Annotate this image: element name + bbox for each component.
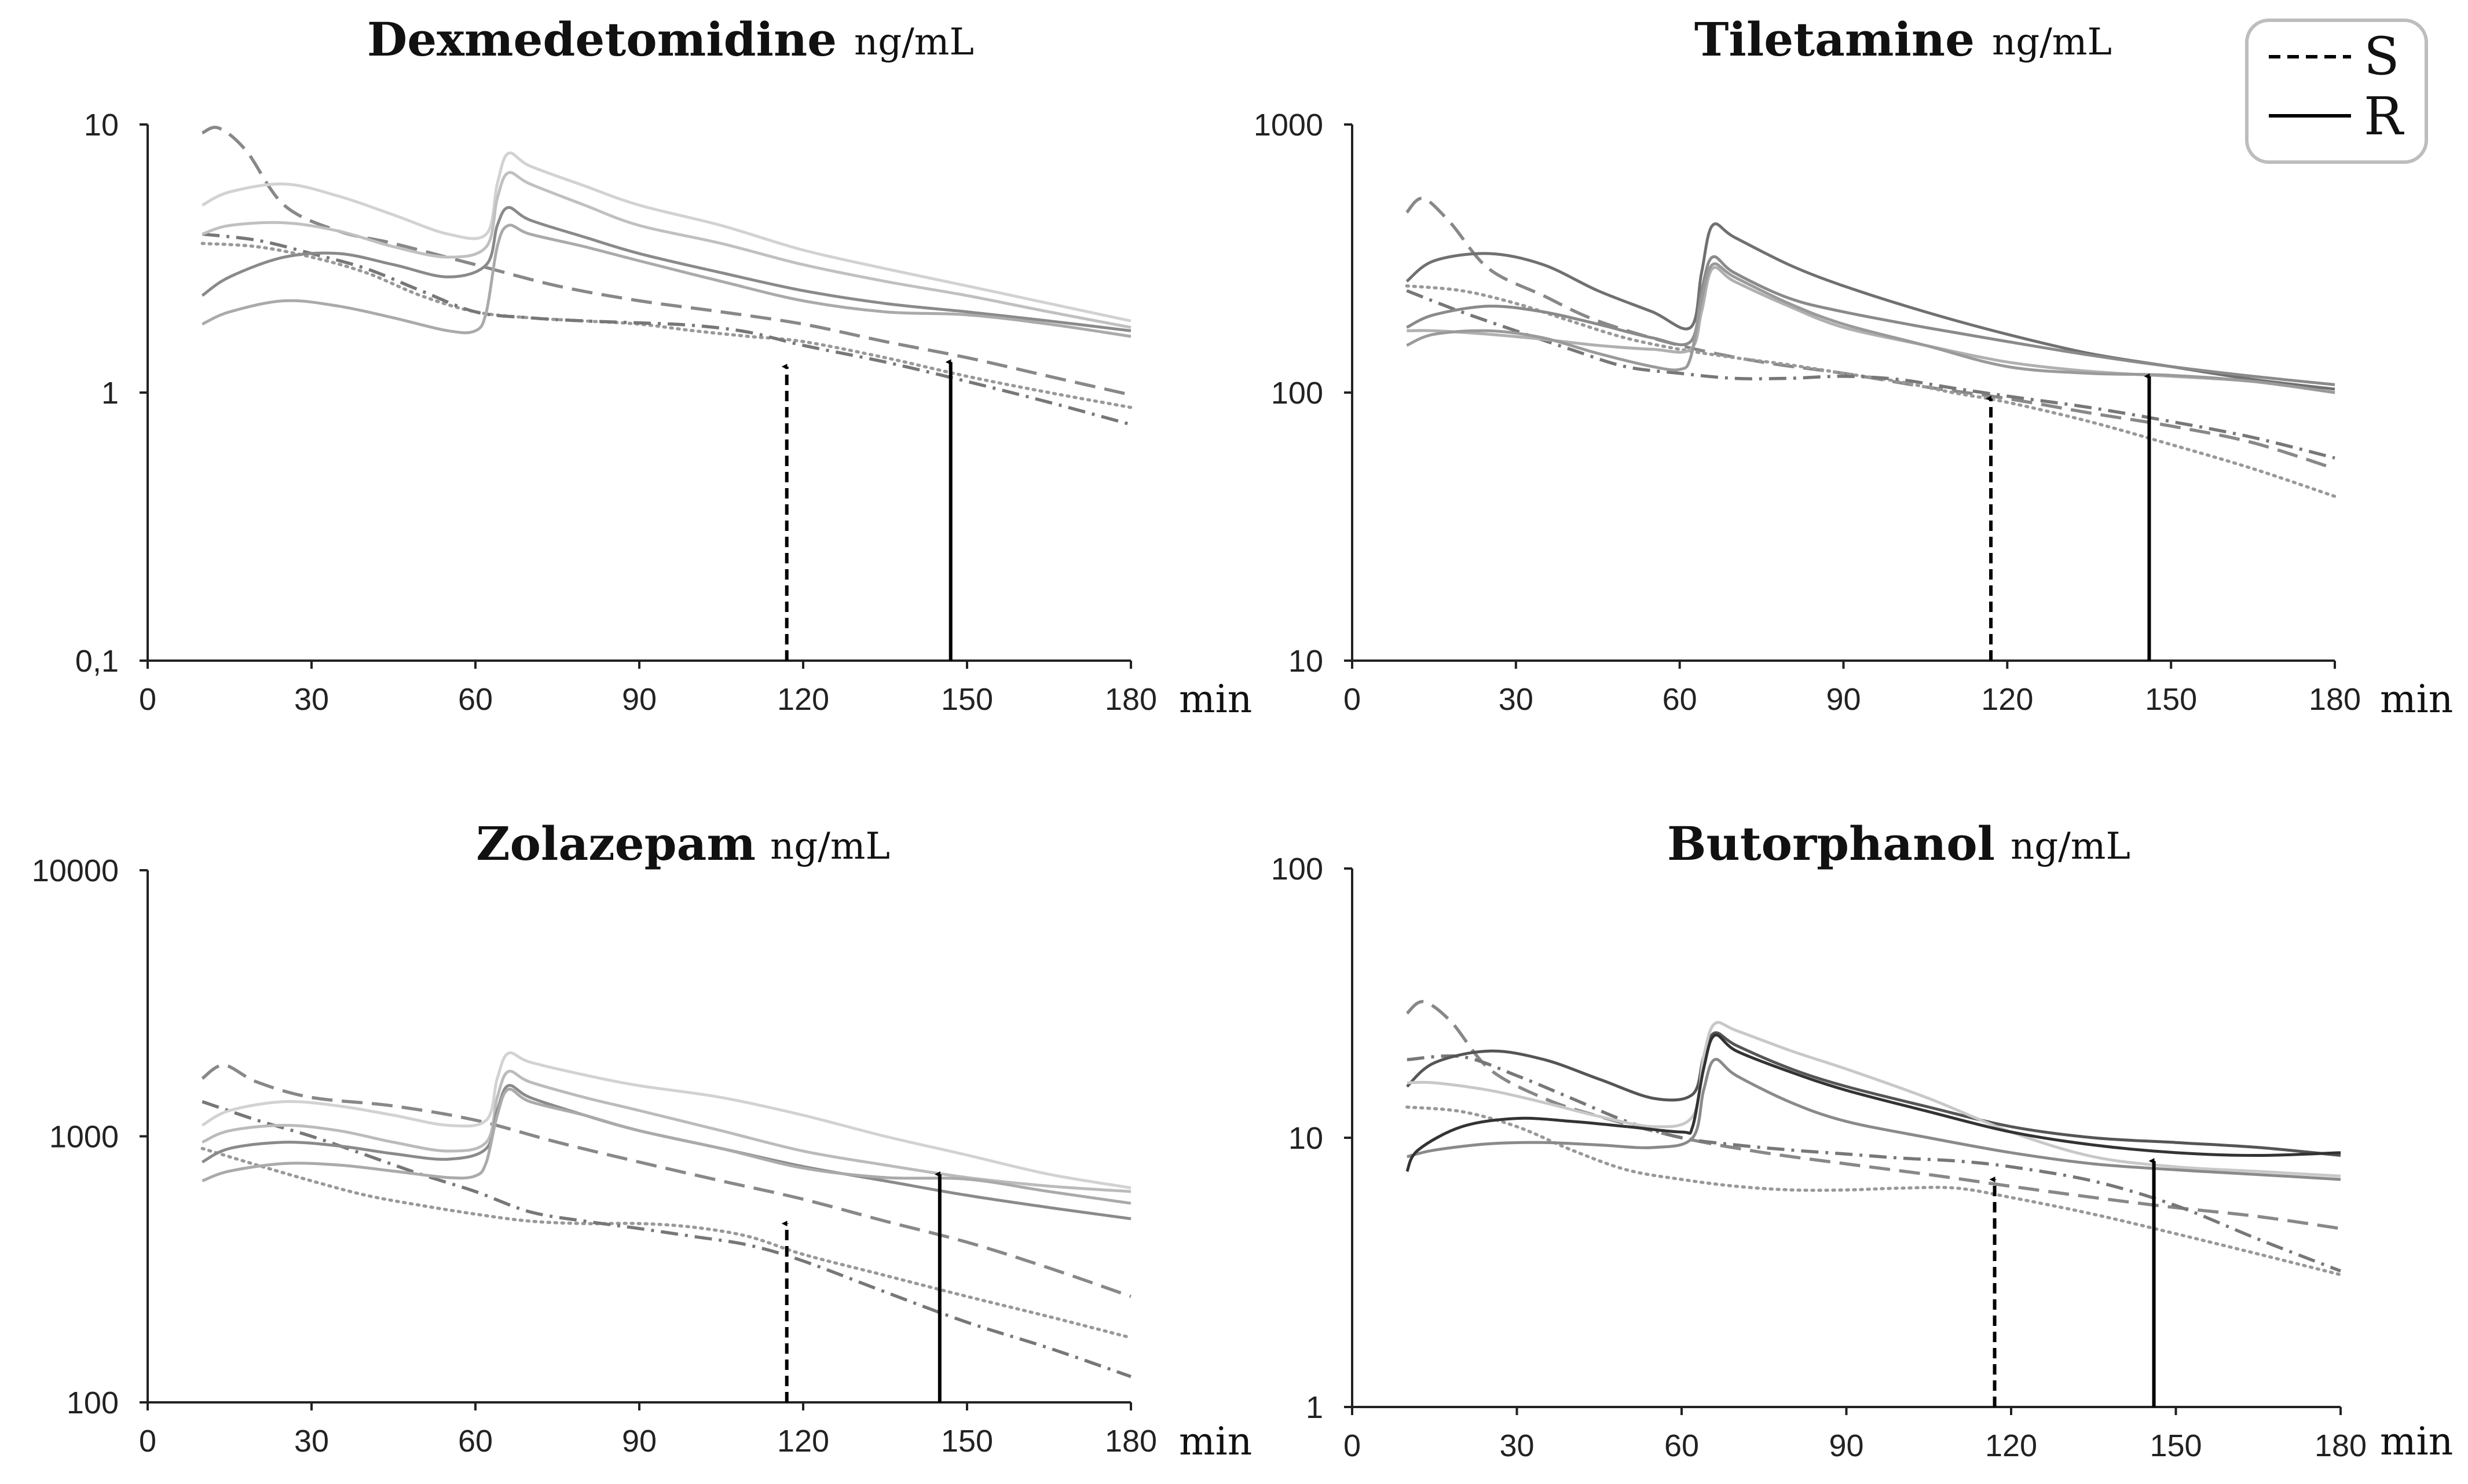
x-tick-label: 90	[622, 1424, 657, 1459]
x-tick-label: 150	[941, 1424, 993, 1459]
series-line-s1	[202, 126, 1132, 397]
y-tick-label: 0,1	[75, 644, 119, 679]
series-line-r4	[1405, 1033, 2341, 1172]
y-tick-label: 100	[67, 1386, 119, 1420]
legend-label-r: R	[2364, 86, 2404, 147]
y-tick-label: 100	[1271, 376, 1323, 411]
series-line-s3	[202, 232, 1132, 426]
series-line-s3	[1407, 1054, 2341, 1273]
plot-area: 0,1 1 10 0 30 60 90 120 150 180	[75, 108, 1157, 717]
x-tick-label: 60	[1664, 1428, 1699, 1463]
series-line-r1	[1406, 1031, 2341, 1157]
series-line-r4	[202, 1087, 1132, 1205]
series-line-s1	[1405, 1000, 2341, 1230]
x-tick-label: 60	[1663, 682, 1697, 717]
y-tick-label: 1	[1306, 1390, 1323, 1425]
chart-unit: ng/mL	[2011, 825, 2130, 868]
legend: S R	[2245, 19, 2428, 164]
plot-area: 1 10 100 0 30 60 90 120 150 180	[1271, 852, 2367, 1463]
series-line-r1	[1405, 222, 2335, 391]
series-line-s2	[1405, 1105, 2342, 1277]
series-line-r3	[201, 206, 1132, 332]
x-tick-label: 90	[1826, 682, 1861, 717]
x-tick-label: 180	[2309, 682, 2361, 717]
x-tick-label: 150	[2145, 682, 2197, 717]
x-tick-label: 30	[294, 1424, 329, 1459]
x-tick-label: 180	[2315, 1428, 2367, 1463]
series-line-s1	[201, 1063, 1132, 1298]
series-line-r4	[1406, 262, 2335, 394]
x-axis-unit: min	[1179, 677, 1252, 721]
chart-unit: ng/mL	[770, 825, 890, 868]
y-tick-label: 10	[84, 108, 119, 142]
x-tick-label: 180	[1105, 1424, 1157, 1459]
x-tick-label: 30	[1499, 1428, 1534, 1463]
chart-unit: ng/mL	[854, 21, 974, 64]
x-tick-label: 90	[1829, 1428, 1863, 1463]
x-tick-label: 0	[139, 682, 156, 717]
chart-panel-butorphanol: Butorphanol ng/mL 1 10 100 0 30 60 90 120 150 180…	[1271, 816, 2453, 1464]
series-line-r1	[202, 151, 1132, 323]
series-line-r3	[1407, 1058, 2341, 1181]
series-line-r2	[1407, 1021, 2341, 1178]
series-line-s3	[1406, 289, 2335, 460]
x-axis-unit: min	[2380, 677, 2453, 721]
x-tick-label: 150	[2150, 1428, 2202, 1463]
x-tick-label: 0	[1343, 682, 1361, 717]
chart-title: Tiletamine	[1694, 12, 1975, 67]
y-tick-label: 10000	[32, 853, 119, 888]
series-line-r2	[1406, 255, 2335, 386]
series-line-s2	[1405, 284, 2337, 499]
legend-label-s: S	[2364, 26, 2400, 87]
series-line-r1	[202, 1051, 1132, 1190]
chart-panel-zolazepam: Zolazepam ng/mL 100 1000 10000 0 30 60 90 120 15…	[32, 816, 1252, 1464]
x-axis-unit: min	[2380, 1419, 2453, 1464]
plot-area: 10 100 1000 0 30 60 90 120 150 180	[1254, 108, 2361, 717]
chart-panel-dexmedetomidine: Dexmedetomidine ng/mL 0,1 1 10 0 30 60 90 120 15…	[75, 12, 1252, 721]
series-line-s2	[200, 1146, 1133, 1340]
series-line-s3	[202, 1100, 1132, 1379]
chart-unit: ng/mL	[1992, 21, 2112, 64]
y-tick-label: 10	[1288, 644, 1323, 679]
x-axis-unit: min	[1179, 1419, 1252, 1464]
y-tick-label: 1000	[49, 1120, 119, 1155]
x-tick-label: 120	[1985, 1428, 2037, 1463]
chart-title: Zolazepam	[476, 816, 756, 871]
x-tick-label: 60	[458, 1424, 493, 1459]
x-tick-label: 30	[1499, 682, 1533, 717]
x-tick-label: 30	[294, 682, 329, 717]
series-line-r2	[202, 1069, 1132, 1193]
x-tick-label: 120	[1981, 682, 2033, 717]
x-tick-label: 0	[1343, 1428, 1361, 1463]
y-tick-label: 1000	[1254, 108, 1323, 142]
x-tick-label: 120	[777, 682, 829, 717]
series-line-r2	[202, 171, 1132, 329]
plot-area: 100 1000 10000 0 30 60 90 120 150 180	[32, 853, 1157, 1459]
y-tick-label: 10	[1288, 1121, 1323, 1156]
series-line-r3	[202, 1083, 1132, 1221]
series-line-r3	[1407, 266, 2335, 394]
y-tick-label: 1	[101, 376, 119, 411]
x-tick-label: 120	[777, 1424, 829, 1459]
x-tick-label: 0	[139, 1424, 156, 1459]
x-tick-label: 150	[941, 682, 993, 717]
y-tick-label: 100	[1271, 852, 1323, 886]
chart-title: Butorphanol	[1667, 816, 1995, 871]
x-tick-label: 60	[458, 682, 493, 717]
x-tick-label: 90	[622, 682, 657, 717]
x-tick-label: 180	[1105, 682, 1157, 717]
chart-title: Dexmedetomidine	[367, 12, 837, 67]
series-line-r4	[202, 223, 1132, 338]
